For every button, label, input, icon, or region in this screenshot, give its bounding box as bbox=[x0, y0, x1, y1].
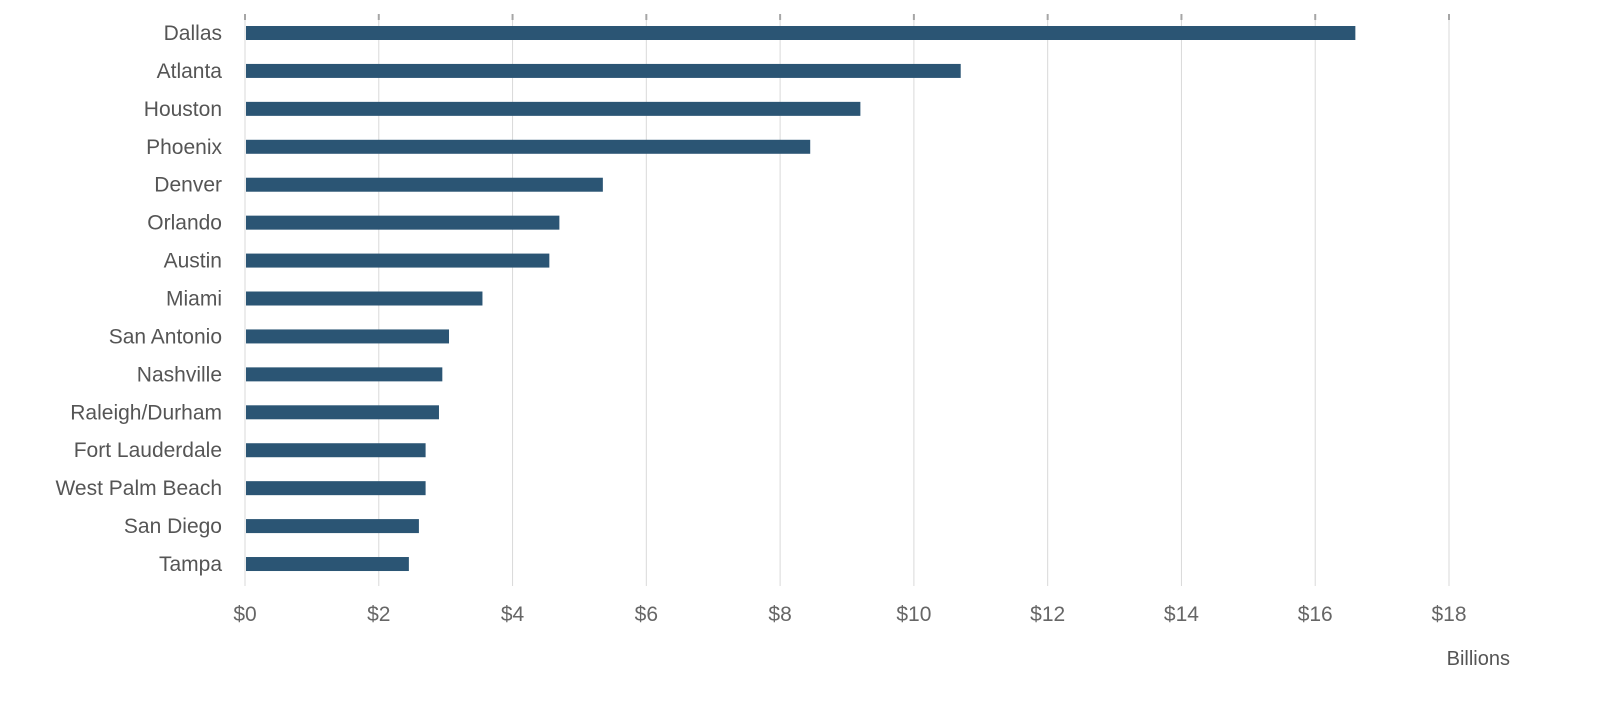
category-label: Tampa bbox=[159, 553, 222, 576]
x-tick-labels: $0 $2 $4 $6 $8 $10 $12 $14 $16 $18 bbox=[233, 603, 1466, 626]
category-labels: Dallas Atlanta Houston Phoenix Denver Orlando… bbox=[55, 22, 222, 576]
bar bbox=[246, 481, 426, 496]
bar bbox=[246, 215, 560, 230]
category-label: Dallas bbox=[164, 22, 222, 45]
category-label: Phoenix bbox=[146, 136, 222, 159]
bar bbox=[246, 443, 426, 458]
x-tick-label: $4 bbox=[501, 603, 525, 626]
x-tick-label: $8 bbox=[768, 603, 791, 626]
x-tick-label: $2 bbox=[367, 603, 390, 626]
x-tick-label: $16 bbox=[1298, 603, 1333, 626]
x-tick-label: $10 bbox=[896, 603, 931, 626]
category-label: Miami bbox=[166, 288, 222, 311]
x-tick-label: $12 bbox=[1030, 603, 1065, 626]
category-label: San Antonio bbox=[109, 325, 222, 348]
category-label: West Palm Beach bbox=[55, 477, 222, 500]
category-label: Austin bbox=[164, 250, 222, 273]
bar bbox=[246, 253, 550, 268]
bar bbox=[246, 329, 450, 344]
bar bbox=[246, 519, 419, 534]
bar bbox=[246, 63, 961, 78]
category-label: Fort Lauderdale bbox=[74, 439, 222, 462]
x-tick-label: $14 bbox=[1164, 603, 1199, 626]
bar bbox=[246, 139, 811, 154]
category-label: Atlanta bbox=[157, 60, 223, 83]
category-label: Orlando bbox=[147, 212, 222, 235]
bar bbox=[246, 177, 603, 192]
bar bbox=[246, 291, 483, 306]
x-axis-unit-label: Billions bbox=[1447, 648, 1510, 670]
bar bbox=[246, 367, 443, 382]
category-label: Raleigh/Durham bbox=[70, 401, 222, 424]
bar bbox=[246, 101, 861, 116]
bar bbox=[246, 557, 409, 572]
bars bbox=[246, 26, 1356, 572]
bar bbox=[246, 26, 1356, 40]
category-label: Houston bbox=[144, 98, 222, 121]
category-label: Denver bbox=[154, 174, 222, 197]
x-tick-label: $0 bbox=[233, 603, 256, 626]
bar bbox=[246, 405, 439, 420]
category-label: Nashville bbox=[137, 363, 222, 386]
x-tick-label: $6 bbox=[635, 603, 658, 626]
category-label: San Diego bbox=[124, 515, 222, 538]
x-tick-label: $18 bbox=[1431, 603, 1466, 626]
